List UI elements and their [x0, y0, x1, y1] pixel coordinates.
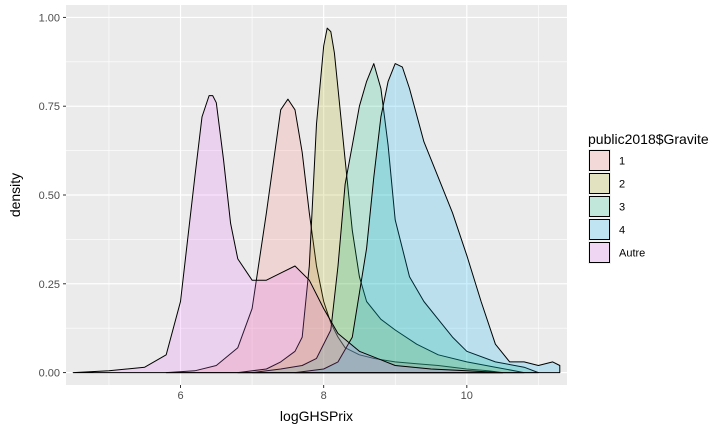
- x-tick-label: 8: [321, 390, 327, 402]
- legend-key-background: [588, 241, 611, 264]
- x-tick-label: 6: [177, 390, 183, 402]
- legend-key-background: [588, 195, 611, 218]
- density-areas: [72, 27, 561, 374]
- legend-key-4: [589, 219, 610, 240]
- legend-key-3: [589, 196, 610, 217]
- y-tick-label: 0.25: [39, 279, 60, 291]
- legend-key-autre: [589, 242, 610, 263]
- legend-label: Autre: [619, 248, 645, 260]
- y-tick-label: 0.00: [39, 368, 60, 380]
- legend-key-background: [588, 149, 611, 172]
- x-axis-title: logGHSPrix: [280, 408, 353, 424]
- density-area-2: [237, 27, 525, 374]
- x-tick-label: 10: [461, 390, 473, 402]
- legend-key-1: [589, 150, 610, 171]
- legend-key-background: [588, 218, 611, 241]
- legend-title: public2018$Gravite: [588, 131, 709, 147]
- legend-label: 4: [619, 225, 625, 237]
- legend-key-2: [589, 173, 610, 194]
- y-axis: 0.00 0.25 0.50 0.75 1.00: [39, 12, 66, 380]
- density-area-3: [251, 63, 539, 374]
- y-tick-label: 1.00: [39, 12, 60, 24]
- density-area-autre: [72, 95, 504, 374]
- legend-label: 1: [619, 156, 625, 168]
- density-area-4: [294, 63, 561, 374]
- y-tick-label: 0.50: [39, 190, 60, 202]
- legend: public2018$Gravite 1 2 3 4 Autre: [588, 131, 709, 264]
- x-axis: 6 8 10: [177, 385, 473, 402]
- y-axis-title: density: [7, 173, 23, 217]
- legend-key-background: [588, 172, 611, 195]
- density-area-1: [165, 98, 504, 374]
- legend-label: 2: [619, 179, 625, 191]
- legend-label: 3: [619, 202, 625, 214]
- y-tick-label: 0.75: [39, 101, 60, 113]
